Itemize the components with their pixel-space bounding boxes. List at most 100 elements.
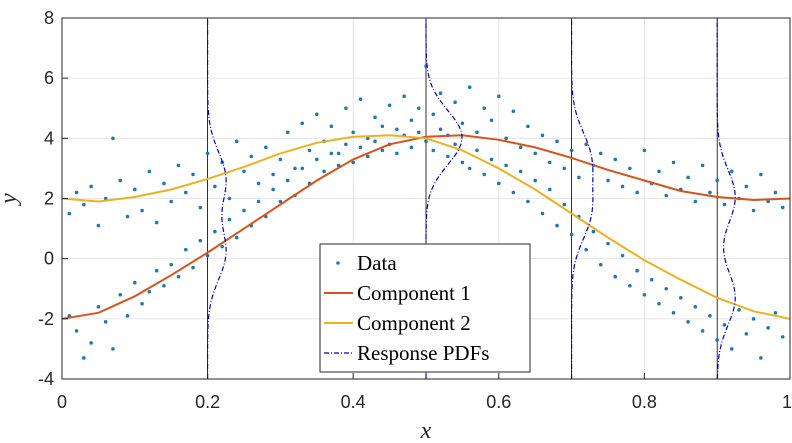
data-point	[598, 151, 603, 156]
data-point	[409, 145, 414, 150]
data-point	[606, 178, 610, 183]
data-point	[671, 311, 676, 315]
data-point	[147, 169, 152, 174]
y-tick-label: 6	[44, 68, 54, 88]
data-point	[278, 157, 283, 162]
data-point	[722, 202, 727, 207]
data-point	[365, 154, 370, 159]
data-point	[416, 130, 421, 135]
data-point	[111, 136, 115, 141]
data-point	[154, 220, 159, 225]
data-point	[198, 238, 203, 243]
y-tick-label: 0	[44, 249, 54, 269]
data-point	[205, 253, 210, 258]
data-point	[446, 154, 450, 159]
data-point	[759, 172, 763, 177]
data-point	[635, 190, 639, 195]
data-point	[278, 199, 283, 204]
data-point	[234, 139, 239, 144]
data-point	[133, 280, 137, 285]
data-point	[708, 190, 712, 195]
data-point	[227, 196, 232, 201]
data-point	[395, 151, 399, 156]
data-point	[118, 178, 123, 183]
x-axis-label: x	[420, 418, 432, 443]
data-point	[205, 151, 210, 156]
data-point	[693, 305, 698, 309]
data-point	[729, 347, 734, 351]
data-point	[285, 130, 290, 135]
data-point	[133, 187, 137, 192]
data-point	[183, 247, 188, 252]
x-tick-label: 1	[782, 392, 792, 412]
data-point	[547, 160, 552, 165]
data-point	[518, 145, 523, 150]
data-point	[380, 124, 385, 129]
data-point	[438, 127, 443, 132]
data-point	[220, 244, 224, 249]
data-point	[453, 100, 457, 105]
data-point	[584, 247, 588, 252]
data-point	[103, 320, 108, 324]
data-point	[766, 326, 770, 330]
data-point	[489, 157, 494, 162]
data-point	[606, 241, 610, 246]
data-point	[198, 205, 203, 210]
legend-data-marker	[336, 261, 340, 265]
data-point	[737, 308, 741, 312]
data-point	[613, 157, 618, 162]
data-point	[686, 320, 690, 324]
data-point	[642, 292, 647, 297]
data-point	[460, 121, 465, 126]
data-point	[533, 151, 537, 156]
axis-ticks: 0 0.2 0.4 0.6 0.8 1 -4 -2 0 2 4 6 8	[38, 8, 792, 412]
data-point	[555, 223, 559, 228]
data-point	[540, 133, 545, 138]
data-point	[497, 94, 501, 99]
data-point	[620, 184, 625, 189]
data-point	[329, 151, 334, 156]
data-point	[242, 208, 246, 213]
data-point	[271, 187, 275, 192]
data-point	[344, 142, 348, 147]
data-point	[577, 175, 581, 180]
data-point	[467, 166, 472, 171]
data-point	[628, 283, 632, 288]
data-point	[708, 314, 712, 318]
data-point	[518, 169, 523, 174]
data-point	[649, 277, 654, 282]
legend-label-component2: Component 2	[357, 311, 471, 335]
data-point	[744, 332, 749, 336]
y-axis-label: y	[0, 193, 22, 206]
data-point	[562, 166, 567, 171]
component-curves	[61, 134, 791, 320]
x-tick-label: 0.2	[195, 392, 220, 412]
data-point	[438, 91, 443, 96]
data-point	[140, 208, 144, 213]
data-point	[300, 166, 305, 171]
legend-label-data: Data	[357, 251, 397, 275]
data-point	[96, 305, 101, 309]
data-point	[140, 301, 144, 306]
data-point	[744, 184, 749, 189]
data-point	[475, 148, 479, 153]
data-point	[780, 335, 785, 339]
data-point	[482, 172, 487, 177]
data-point	[569, 148, 574, 153]
data-point	[351, 160, 356, 165]
data-point	[249, 154, 254, 159]
data-point	[555, 139, 559, 144]
data-point	[336, 151, 341, 156]
y-tick-label: 4	[44, 128, 54, 148]
data-point	[315, 157, 319, 162]
data-point	[759, 356, 763, 360]
data-point	[118, 292, 123, 297]
data-point	[511, 109, 516, 114]
data-point	[329, 124, 334, 129]
data-point	[693, 199, 698, 204]
data-point	[729, 169, 734, 174]
data-point	[234, 235, 239, 240]
data-point	[89, 341, 93, 345]
data-point	[526, 124, 530, 129]
